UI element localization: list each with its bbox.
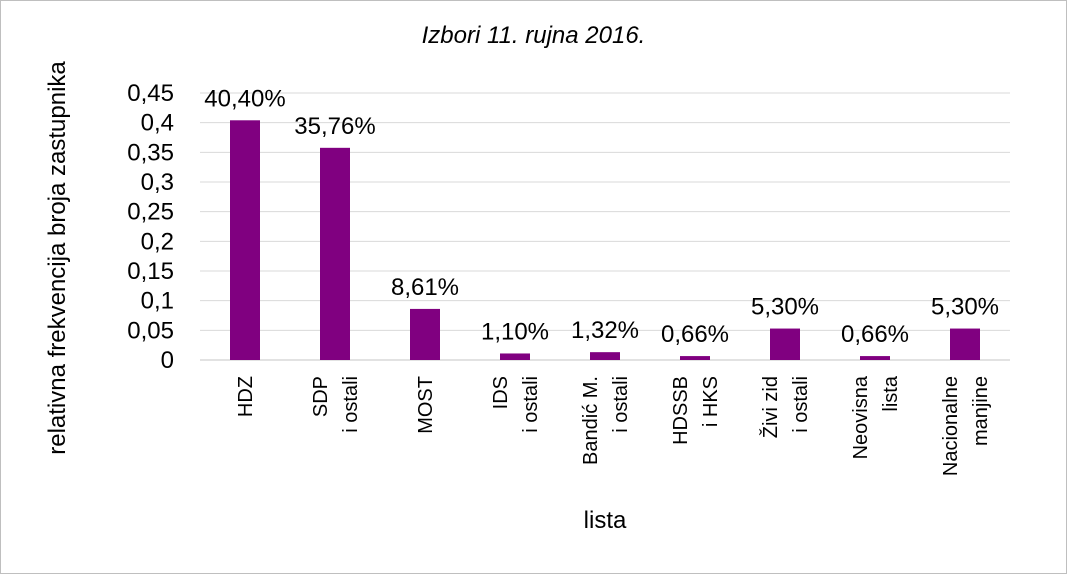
- bar: [410, 308, 440, 360]
- y-tick-label: 0,45: [127, 80, 174, 107]
- data-label: 0,66%: [841, 321, 909, 348]
- category-label: MOST: [415, 376, 437, 434]
- chart-title: Izbori 11. rujna 2016.: [421, 22, 646, 49]
- y-tick-label: 0,3: [141, 169, 174, 196]
- data-label: 40,40%: [204, 85, 285, 112]
- data-label: 0,66%: [661, 321, 729, 348]
- y-tick-label: 0,2: [141, 228, 174, 255]
- category-label: i ostali: [790, 376, 812, 433]
- data-label: 8,61%: [391, 274, 459, 301]
- category-label: manjine: [970, 376, 992, 446]
- bar: [500, 353, 530, 360]
- y-tick-label: 0: [161, 347, 174, 374]
- category-label: Živi zid: [759, 376, 782, 438]
- category-label: SDP: [310, 376, 332, 417]
- bar: [950, 328, 980, 360]
- y-tick-label: 0,05: [127, 317, 174, 344]
- y-tick-label: 0,25: [127, 199, 174, 226]
- data-label: 1,32%: [571, 317, 639, 344]
- data-label: 35,76%: [294, 113, 375, 140]
- bar: [680, 356, 710, 360]
- data-label: 1,10%: [481, 318, 549, 345]
- category-label: Neovisna: [850, 375, 872, 459]
- category-label: HDZ: [235, 376, 257, 417]
- category-label: i ostali: [520, 376, 542, 433]
- category-label: IDS: [490, 376, 512, 409]
- data-label: 5,30%: [931, 294, 999, 321]
- category-label: Nacionalne: [940, 376, 962, 476]
- x-axis-label: lista: [583, 507, 627, 534]
- y-tick-label: 0,35: [127, 139, 174, 166]
- category-label: i ostali: [340, 376, 362, 433]
- category-label: lista: [880, 375, 902, 411]
- bar: [230, 120, 260, 360]
- bar: [770, 328, 800, 360]
- data-label: 5,30%: [751, 294, 819, 321]
- y-tick-label: 0,4: [141, 110, 174, 137]
- category-label: i ostali: [610, 376, 632, 433]
- bar: [860, 356, 890, 360]
- bar: [320, 147, 350, 360]
- category-label: i HKS: [700, 376, 722, 427]
- category-label: HDSSB: [670, 376, 692, 445]
- y-tick-label: 0,1: [141, 288, 174, 315]
- bar: [590, 352, 620, 360]
- category-label: Bandić M.: [580, 376, 602, 465]
- y-tick-label: 0,15: [127, 258, 174, 285]
